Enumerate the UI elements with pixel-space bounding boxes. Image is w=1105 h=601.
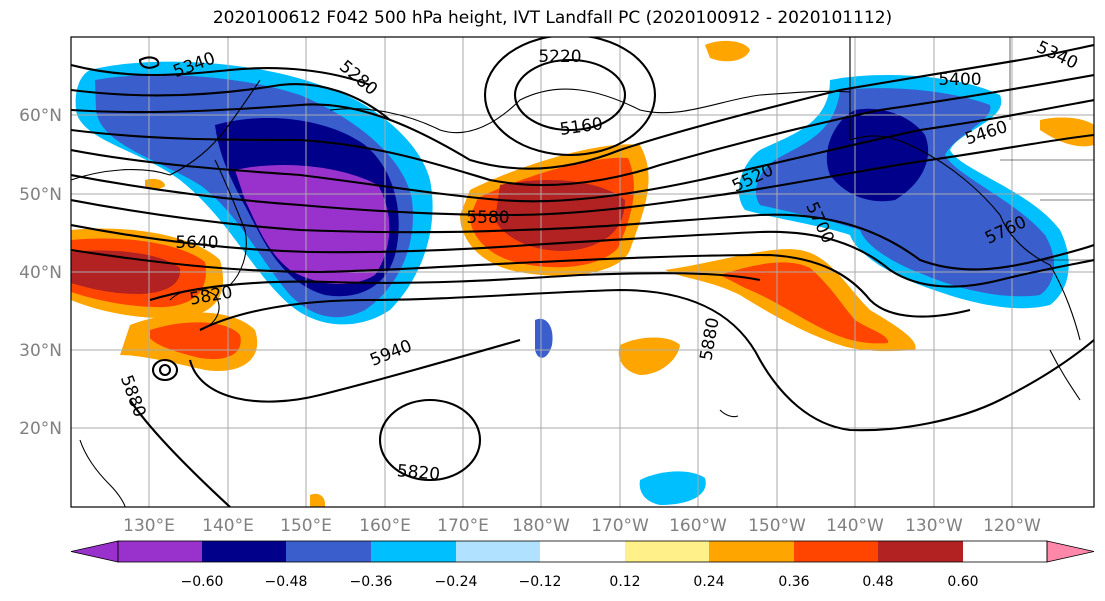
plot-frame <box>70 36 1095 508</box>
lat-label: 60°N <box>19 106 62 126</box>
colorbar-tick-label: −0.48 <box>265 574 308 590</box>
colorbar-tick-label: −0.60 <box>181 574 224 590</box>
lon-label: 180°W <box>512 516 570 536</box>
contour-label: 5640 <box>175 233 218 253</box>
country-borders <box>1000 37 1094 261</box>
small-anomaly-patches <box>145 40 1094 507</box>
colorbar <box>70 540 1095 563</box>
colorbar-segment <box>625 541 709 562</box>
colorbar-extend-min <box>70 540 119 563</box>
contour-label: 5220 <box>538 47 581 67</box>
colorbar-tick-label: −0.36 <box>350 574 393 590</box>
contour-label: 5820 <box>396 461 441 485</box>
longitude-labels: 130°E 140°E 150°E 160°E 170°E 180°W 170°… <box>123 516 1041 536</box>
lat-label: 30°N <box>19 341 62 361</box>
lon-label: 160°E <box>359 516 411 536</box>
lon-label: 130°E <box>123 516 175 536</box>
colorbar-outline <box>117 540 1048 563</box>
lon-label: 140°W <box>826 516 884 536</box>
map-title: 2020100612 F042 500 hPa height, IVT Land… <box>212 8 893 28</box>
colorbar-tick-label: 0.48 <box>862 574 893 590</box>
colorbar-segment <box>202 541 286 562</box>
lat-label: 50°N <box>19 185 62 205</box>
colorbar-tick-label: −0.12 <box>519 574 562 590</box>
colorbar-segment <box>794 541 878 562</box>
colorbar-tick-labels: −0.60 −0.48 −0.36 −0.24 −0.12 0.12 0.24 … <box>181 574 979 590</box>
contour-label: 5400 <box>938 70 981 90</box>
colorbar-segment <box>118 541 202 562</box>
latitude-labels: 60°N 50°N 40°N 30°N 20°N <box>19 106 62 439</box>
colorbar-tick-label: 0.60 <box>947 574 978 590</box>
colorbar-extend-max <box>1046 540 1095 563</box>
colorbar-segment <box>456 541 540 562</box>
colorbar-tick-label: 0.24 <box>693 574 724 590</box>
colorbar-segment <box>371 541 456 562</box>
coastlines <box>71 37 1081 507</box>
colorbar-segment <box>709 541 794 562</box>
grid-lines <box>71 37 1094 507</box>
lon-label: 170°E <box>437 516 489 536</box>
colorbar-segment <box>540 541 625 562</box>
colorbar-segment <box>878 541 963 562</box>
colorbar-tick-label: 0.36 <box>778 574 809 590</box>
height-contours <box>71 37 1094 507</box>
lon-label: 160°W <box>669 516 727 536</box>
positive-anomaly-central <box>460 144 649 276</box>
lon-label: 170°W <box>591 516 649 536</box>
lat-label: 20°N <box>19 419 62 439</box>
lon-label: 150°E <box>280 516 332 536</box>
colorbar-segment <box>286 541 371 562</box>
lon-label: 130°W <box>905 516 963 536</box>
lat-label: 40°N <box>19 263 62 283</box>
lon-label: 150°W <box>748 516 806 536</box>
lon-label: 140°E <box>202 516 254 536</box>
lon-label: 120°W <box>983 516 1041 536</box>
negative-anomaly-east <box>738 75 1069 309</box>
contour-label: 5580 <box>466 208 509 228</box>
colorbar-tick-label: −0.24 <box>435 574 478 590</box>
colorbar-tick-label: 0.12 <box>609 574 640 590</box>
